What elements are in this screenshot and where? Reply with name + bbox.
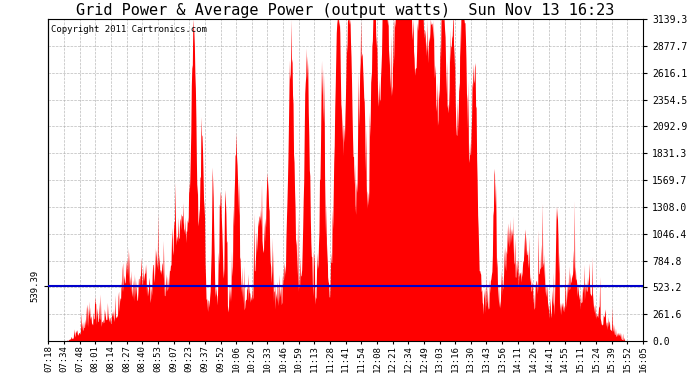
Title: Grid Power & Average Power (output watts)  Sun Nov 13 16:23: Grid Power & Average Power (output watts… [77,3,615,18]
Text: Copyright 2011 Cartronics.com: Copyright 2011 Cartronics.com [51,26,207,34]
